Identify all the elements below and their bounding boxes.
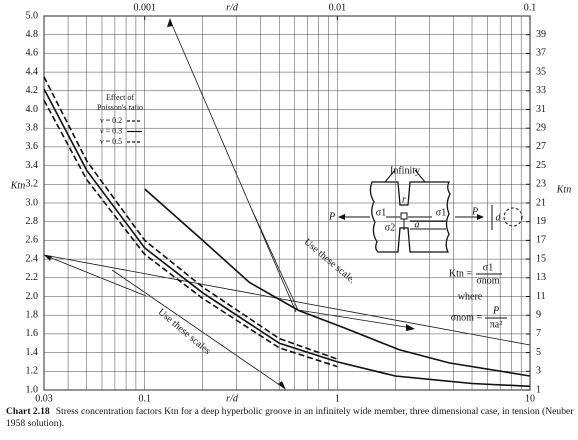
y2-tick-label: 31 <box>536 104 546 115</box>
chart: r/d r/d Ktn Ktn Effect of Poisson's rati… <box>10 2 571 404</box>
y2-tick-label: 3 <box>536 366 541 377</box>
y-axis-label: Ktn <box>10 180 25 191</box>
curve <box>43 76 338 360</box>
x2-axis-label: r/d <box>226 2 239 13</box>
legend-label: ν = 0.3 <box>100 126 122 135</box>
y2-tick-label: 23 <box>536 179 546 190</box>
x-tick-label: 1 <box>335 393 340 404</box>
formula: σ1 <box>483 262 493 273</box>
formula: σnom <box>476 275 499 286</box>
y2-tick-label: 13 <box>536 272 546 283</box>
annotation: Use these scales <box>156 307 213 357</box>
y-tick-label: 2.6 <box>26 235 39 246</box>
diagram-label: Infinity <box>390 165 420 176</box>
y-tick-label: 1.0 <box>26 384 39 395</box>
y-tick-label: 2.0 <box>26 291 39 302</box>
y-tick-label: 1.2 <box>26 366 39 377</box>
annotation: Use these scales <box>302 237 359 287</box>
diagram-label: σ2 <box>385 222 395 233</box>
curve <box>43 88 531 388</box>
y2-tick-label: 25 <box>536 160 546 171</box>
legend-title: Effect of <box>106 93 134 102</box>
legend-label: ν = 0.5 <box>100 137 122 146</box>
arrowheads <box>44 18 415 390</box>
caption-label: Chart 2.18 <box>6 406 50 417</box>
x-axis-label: r/d <box>226 393 239 404</box>
y-tick-label: 1.4 <box>26 347 39 358</box>
formula: P <box>492 305 499 316</box>
specimen-diagram <box>338 169 523 300</box>
x2-tick-label: 0.001 <box>133 2 156 13</box>
y2-tick-label: 15 <box>536 253 546 264</box>
y-tick-label: 4.4 <box>26 66 39 77</box>
y-tick-label: 1.8 <box>26 309 39 320</box>
diagram-label: d <box>496 212 502 223</box>
caption-text: Stress concentration factors Ktn for a d… <box>6 406 574 429</box>
y2-tick-label: 35 <box>536 66 546 77</box>
y2-tick-label: 21 <box>536 197 546 208</box>
y-tick-label: 4.8 <box>26 29 39 40</box>
diagram-label: P <box>471 206 478 217</box>
y2-axis-label: Ktn <box>556 184 571 195</box>
y-tick-label: 1.6 <box>26 328 39 339</box>
legend-title: Poisson's ratio <box>97 103 143 112</box>
y2-tick-label: 29 <box>536 122 546 133</box>
caption: Chart 2.18 Stress concentration factors K… <box>6 406 574 430</box>
formula: Ktn = <box>449 268 473 279</box>
x-tick-label: 0.03 <box>35 393 53 404</box>
y-tick-label: 2.8 <box>26 216 39 227</box>
y-tick-label: 2.4 <box>26 253 39 264</box>
y-tick-label: 3.2 <box>26 179 39 190</box>
diagram-label: σ1 <box>376 207 386 218</box>
formula: σnom = <box>451 312 483 323</box>
y2-tick-label: 37 <box>536 48 546 59</box>
x-tick-label: 10 <box>525 393 535 404</box>
y2-tick-label: 19 <box>536 216 546 227</box>
y-tick-label: 4.6 <box>26 48 39 59</box>
y-tick-label: 3.8 <box>26 122 39 133</box>
diagram-label: P <box>328 211 335 222</box>
y2-tick-label: 1 <box>536 384 541 395</box>
y-tick-label: 3.4 <box>26 160 39 171</box>
y2-tick-label: 27 <box>536 141 546 152</box>
curve <box>144 188 531 377</box>
y2-tick-label: 7 <box>536 328 541 339</box>
y-tick-label: 3.0 <box>26 197 39 208</box>
x2-tick-label: 0.1 <box>524 2 537 13</box>
y2-tick-label: 9 <box>536 309 541 320</box>
legend-label: ν = 0.2 <box>100 116 122 125</box>
y-tick-label: 3.6 <box>26 141 39 152</box>
y-tick-label: 2.2 <box>26 272 39 283</box>
y-tick-label: 4.0 <box>26 104 39 115</box>
y2-tick-label: 39 <box>536 29 546 40</box>
y2-tick-label: 11 <box>536 291 546 302</box>
formula: where <box>458 291 483 302</box>
diagram-label: σ1 <box>436 207 446 218</box>
diagram-label: r <box>402 194 406 205</box>
formula: πa² <box>490 319 503 330</box>
x-tick-label: 0.1 <box>138 393 151 404</box>
annotation-lines <box>43 19 531 389</box>
y2-tick-label: 17 <box>536 235 546 246</box>
y-tick-label: 5.0 <box>26 10 39 21</box>
diagram-label: a <box>415 219 420 230</box>
y2-tick-label: 5 <box>536 347 541 358</box>
x2-tick-label: 0.01 <box>329 2 347 13</box>
y2-tick-label: 33 <box>536 85 546 96</box>
curve <box>43 99 338 368</box>
y-tick-label: 4.2 <box>26 85 39 96</box>
